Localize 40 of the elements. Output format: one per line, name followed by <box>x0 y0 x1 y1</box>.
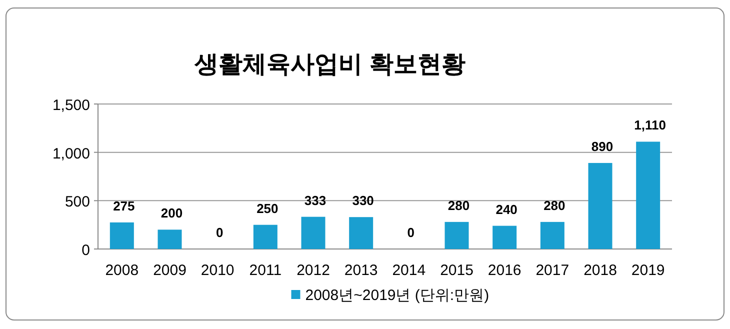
x-tick-label: 2014 <box>392 262 426 279</box>
legend-label: 2008년~2019년 (단위:만원) <box>305 287 490 304</box>
data-label: 1,110 <box>634 118 666 133</box>
data-label: 0 <box>216 225 224 240</box>
bar <box>110 222 134 249</box>
data-label: 333 <box>304 192 326 208</box>
bar <box>492 226 517 249</box>
y-tick-label: 1,500 <box>52 97 90 114</box>
x-tick-label: 2008 <box>105 262 139 279</box>
x-tick-label: 2018 <box>584 262 617 279</box>
x-tick-label: 2017 <box>536 262 570 279</box>
x-tick-label: 2019 <box>631 262 665 279</box>
data-label: 250 <box>256 200 278 216</box>
x-tick-label: 2013 <box>344 262 378 279</box>
data-label: 275 <box>113 198 135 214</box>
y-tick-label: 0 <box>82 242 90 259</box>
x-tick-label: 2009 <box>153 262 186 279</box>
data-label: 240 <box>496 202 518 217</box>
bar <box>636 142 660 249</box>
data-label: 0 <box>407 225 415 240</box>
bar <box>588 162 612 249</box>
y-tick-label: 1,000 <box>52 145 90 162</box>
bar <box>301 216 326 249</box>
bar <box>253 224 278 249</box>
data-label: 330 <box>352 193 374 208</box>
chart-title: 생활체육사업비 확보현황 <box>194 51 466 78</box>
bar <box>540 222 564 249</box>
bar <box>349 217 374 249</box>
data-label: 280 <box>544 198 566 213</box>
bar <box>444 222 469 249</box>
data-label: 280 <box>448 198 470 213</box>
x-tick-label: 2015 <box>440 262 474 279</box>
x-tick-label: 2010 <box>200 262 234 279</box>
x-tick-label: 2011 <box>249 262 282 279</box>
bar <box>158 230 182 249</box>
data-label: 200 <box>160 206 183 221</box>
x-tick-label: 2012 <box>296 262 330 279</box>
x-tick-label: 2016 <box>488 262 522 279</box>
y-tick-label: 500 <box>64 194 90 211</box>
data-label: 890 <box>591 138 614 154</box>
